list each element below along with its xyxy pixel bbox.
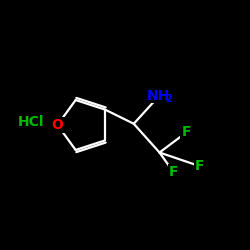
Text: O: O — [52, 118, 64, 132]
Text: HCl: HCl — [18, 116, 44, 130]
Text: NH: NH — [146, 88, 170, 102]
Text: F: F — [195, 159, 205, 173]
Text: F: F — [169, 166, 178, 179]
Text: 2: 2 — [166, 94, 172, 104]
Text: F: F — [182, 126, 191, 140]
